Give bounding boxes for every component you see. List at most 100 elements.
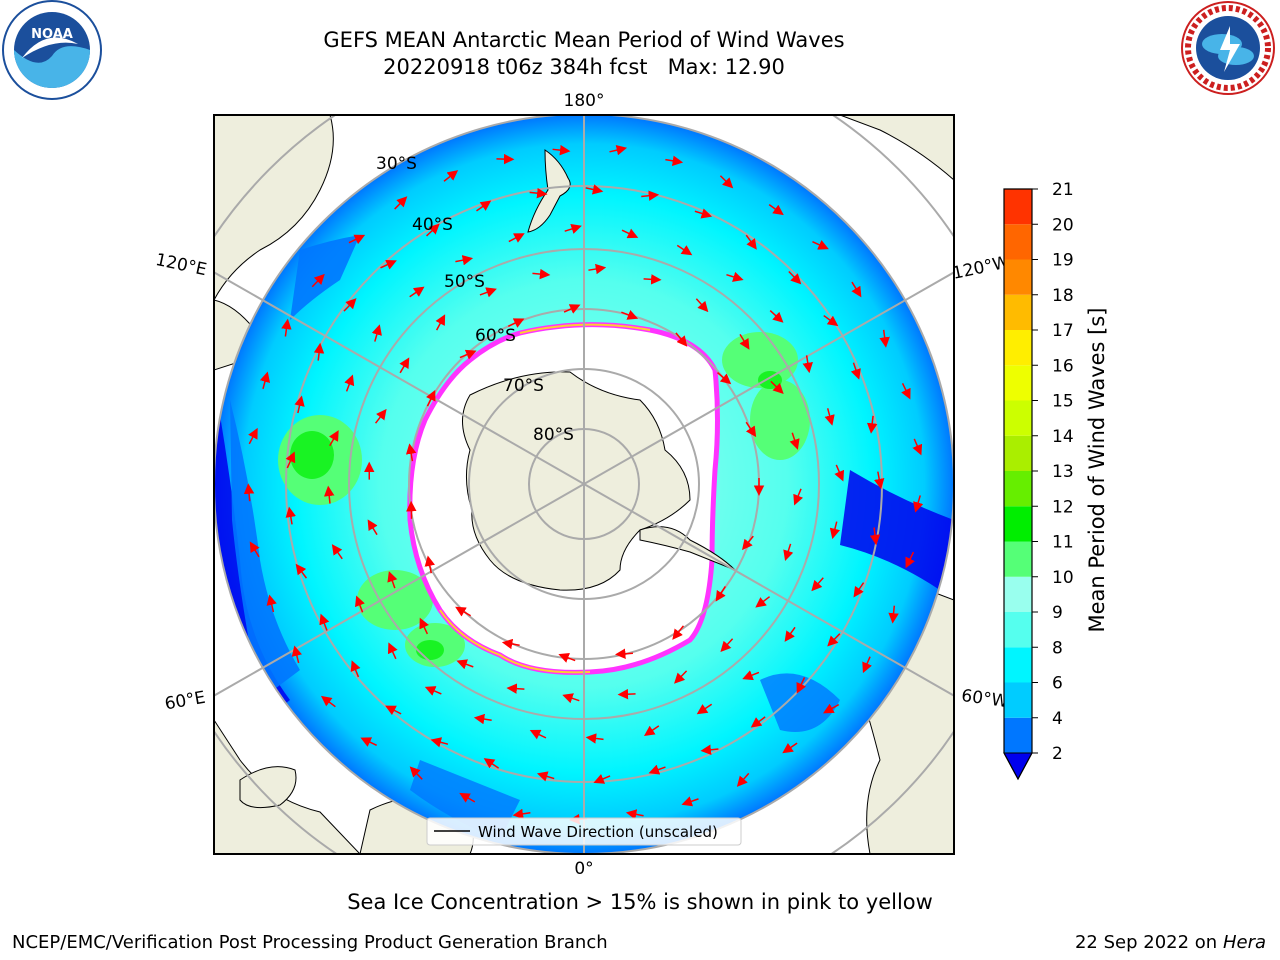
legend-label: Wind Wave Direction (unscaled): [478, 823, 718, 841]
lat-label-40: 40°S: [412, 215, 453, 235]
colorbar-tick-label: 9: [1052, 603, 1063, 623]
colorbar-segment: [1004, 612, 1032, 648]
colorbar-tick-label: 15: [1052, 392, 1074, 412]
wind-wave-arrow: [328, 430, 339, 447]
lon-label-top: 180°: [564, 91, 605, 111]
lon-label-lower-left: 60°E: [163, 688, 207, 715]
wind-wave-arrow: [409, 286, 425, 298]
wind-wave-arrow: [641, 190, 660, 201]
wind-wave-arrow: [508, 233, 525, 243]
wind-wave-arrow: [905, 551, 915, 569]
wind-wave-arrow: [374, 408, 387, 424]
wind-wave-arrow: [243, 483, 255, 502]
wind-wave-arrow: [387, 642, 398, 660]
wind-wave-arrow: [313, 342, 325, 361]
wind-wave-arrow: [745, 421, 757, 438]
wind-wave-arrow: [695, 298, 709, 313]
wind-wave-arrow: [249, 541, 260, 558]
wind-wave-arrow: [796, 677, 807, 694]
colorbar-tick-label: 2: [1052, 744, 1063, 764]
wind-wave-arrow: [501, 638, 520, 650]
wind-wave-arrow: [715, 586, 726, 602]
wind-wave-arrow: [736, 772, 750, 787]
latitude-labels: 30°S 40°S 50°S 60°S 70°S 80°S: [376, 154, 574, 445]
wind-wave-arrow: [295, 563, 308, 579]
land-madagascar: [239, 766, 297, 809]
wind-wave-arrow: [562, 693, 580, 704]
wind-wave-arrow: [430, 737, 449, 748]
colorbar-tick-label: 13: [1052, 462, 1074, 482]
colorbar-segment: [1004, 259, 1032, 295]
wind-wave-arrow: [811, 577, 824, 592]
wind-wave-arrow: [879, 329, 890, 348]
wind-wave-arrow: [696, 703, 713, 715]
colorbar-segment: [1004, 717, 1032, 753]
colorbar: 2 4 6 8 9 10 11 12 13 14 15 16 17 18 19 20 21: [1003, 180, 1074, 781]
wind-wave-arrow: [399, 357, 410, 374]
wind-wave-arrow: [529, 729, 547, 740]
colorbar-tick-label: 18: [1052, 286, 1074, 306]
wind-wave-arrow: [294, 395, 305, 414]
wind-wave-arrow: [320, 695, 336, 708]
wind-wave-arrow: [648, 764, 666, 775]
wind-wave-arrow: [674, 670, 688, 684]
wind-wave-arrow: [443, 170, 459, 182]
colorbar-segment: [1004, 682, 1032, 718]
wind-wave-arrow: [672, 625, 685, 640]
wind-wave-arrow: [588, 263, 607, 275]
wind-wave-arrow: [344, 374, 355, 392]
wind-wave-arrow: [360, 737, 377, 747]
lat-label-70: 70°S: [503, 376, 544, 396]
wind-wave-arrow: [681, 796, 699, 807]
colorbar-segment: [1004, 541, 1032, 577]
wind-wave-arrow: [770, 380, 784, 395]
wind-wave-arrow: [726, 271, 744, 282]
wind-wave-arrow: [625, 809, 644, 820]
wind-wave-arrow: [851, 281, 862, 298]
colorbar-label: Mean Period of Wind Waves [s]: [1085, 308, 1109, 633]
wind-wave-arrow: [459, 792, 476, 803]
wind-wave-arrow: [621, 228, 639, 239]
wind-wave-arrow: [424, 686, 442, 696]
wind-wave-arrow: [782, 742, 798, 754]
colorbar-segment: [1004, 365, 1032, 401]
wind-wave-arrow: [512, 808, 531, 820]
map-legend: Wind Wave Direction (unscaled): [426, 817, 742, 846]
wind-wave-arrow: [614, 648, 633, 659]
title-line-2: 20220918 t06z 384h fcst Max: 12.90: [383, 55, 785, 79]
wind-wave-arrow: [755, 596, 771, 608]
wind-wave-arrow: [281, 318, 292, 337]
wind-wave-arrow: [869, 527, 881, 546]
footer-host: Hera: [1222, 932, 1266, 953]
wind-wave-arrow: [405, 443, 417, 462]
title-line-1: GEFS MEAN Antarctic Mean Period of Wind …: [323, 28, 845, 52]
wind-wave-arrow: [536, 771, 555, 782]
wind-wave-arrow: [311, 273, 325, 288]
wind-wave-arrows: [243, 144, 924, 825]
wind-wave-arrow: [367, 519, 378, 536]
wind-wave-arrow: [750, 716, 766, 728]
wind-wave-arrow: [435, 314, 446, 331]
wind-wave-arrow: [862, 656, 872, 674]
colorbar-tick-label: 14: [1052, 427, 1074, 447]
wind-wave-arrow: [745, 234, 757, 250]
colorbar-tick-label: 10: [1052, 568, 1074, 588]
wind-wave-arrow: [385, 705, 402, 716]
wind-wave-arrow: [789, 432, 800, 450]
wind-wave-arrow: [665, 155, 684, 166]
wind-wave-arrow: [426, 223, 440, 237]
wind-wave-arrow: [532, 268, 551, 280]
wind-wave-arrow: [694, 208, 713, 219]
wind-wave-arrow: [888, 605, 899, 624]
wind-wave-arrow: [387, 571, 398, 589]
lon-label-upper-left: 120°E: [154, 250, 209, 280]
wind-wave-arrow: [483, 758, 500, 769]
wind-wave-arrow: [419, 617, 429, 635]
wind-wave-arrow: [476, 200, 492, 212]
wind-wave-arrow: [719, 175, 734, 189]
colorbar-segment: [1004, 471, 1032, 507]
wind-wave-arrow: [643, 274, 662, 285]
wind-wave-arrow: [827, 633, 841, 647]
wind-wave-arrow: [459, 349, 477, 360]
